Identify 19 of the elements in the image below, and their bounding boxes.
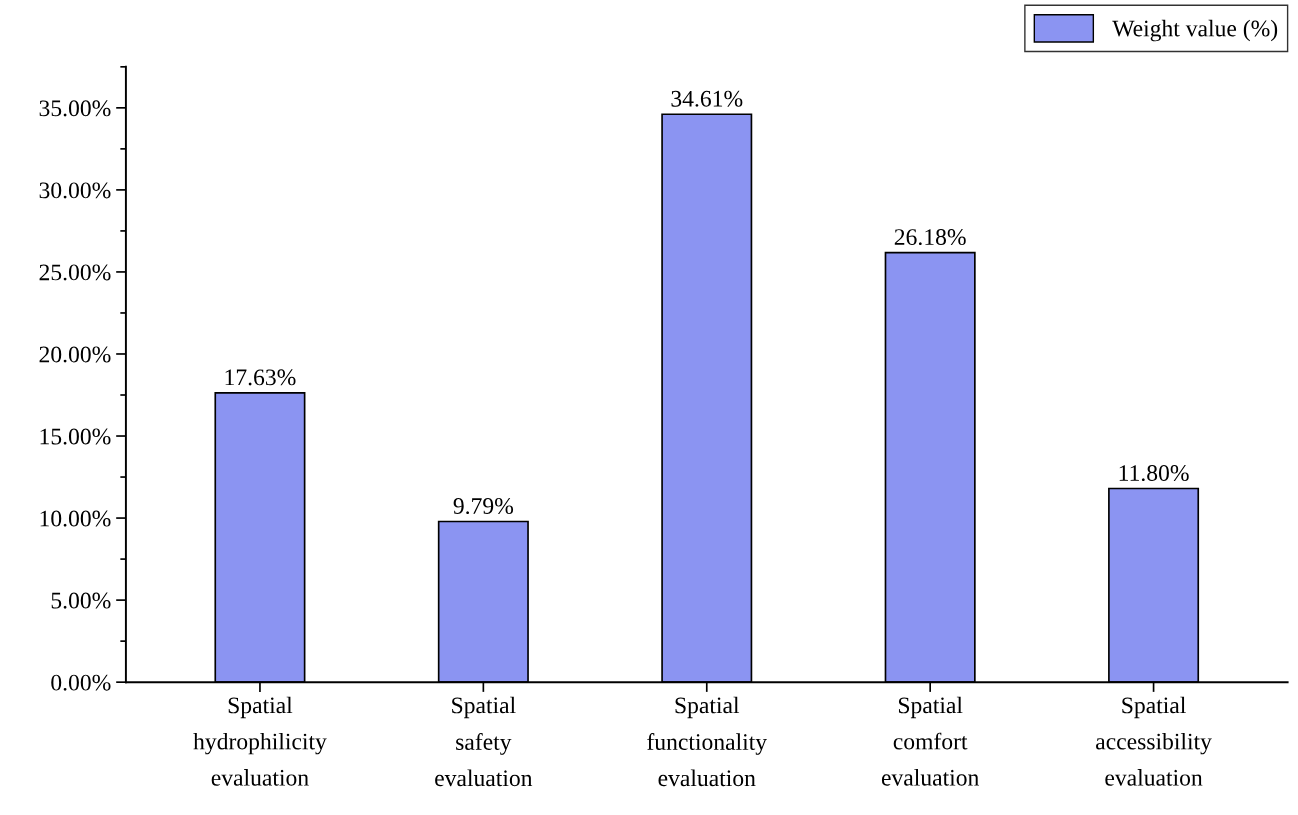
x-tick-label: Spatial hydrophilicity evaluation [193,696,327,786]
y-tick-label: 10.00% [40,510,111,527]
legend-label: Weight value (%) [1112,19,1278,42]
x-tick-label: Spatial accessibility evaluation [1096,696,1212,786]
y-tick-label: 15.00% [40,428,111,445]
data-label: 11.80% [1119,465,1189,482]
x-tick-label: Spatial safety evaluation [435,696,533,787]
data-label: 26.18% [894,229,966,246]
x-tick-label: Spatial comfort evaluation [881,696,979,786]
y-tick-label: 30.00% [39,182,111,199]
data-label: 9.79% [453,498,514,515]
y-tick-label: 20.00% [39,346,111,363]
x-tick-label: Spatial functionality evaluation [647,696,767,787]
data-label: 17.63% [225,369,296,386]
y-tick-label: 35.00% [39,100,111,117]
y-tick-label: 0.00% [51,674,111,691]
y-tick-label: 5.00% [51,592,111,609]
data-label: 34.61% [671,90,743,107]
y-tick-label: 25.00% [39,264,111,281]
